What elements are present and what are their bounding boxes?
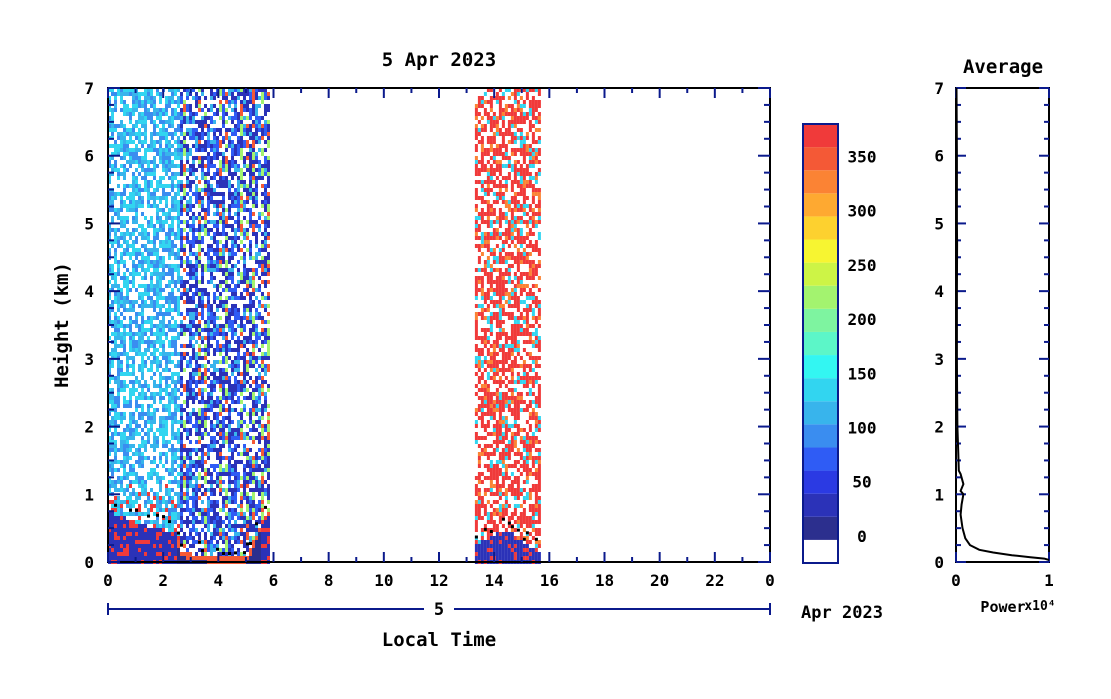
- avg-y-tick-label: 7: [934, 79, 944, 98]
- avg-y-tick-label: 1: [934, 485, 944, 504]
- y-axis-label: Height (km): [51, 262, 73, 388]
- colorbar-cell: [803, 470, 838, 494]
- colorbar-cell: [803, 516, 838, 540]
- average-axis-ticks: 0 1 2 3 4 5 6 7 0 1: [934, 79, 1053, 590]
- avg-y-tick-label: 6: [934, 147, 944, 166]
- colorbar-frame: [802, 123, 839, 564]
- avg-y-tick-label: 2: [934, 418, 944, 437]
- y-tick-label: 6: [84, 147, 94, 166]
- colorbar-cell: [803, 124, 838, 148]
- colorbar-tick-label: 350: [848, 148, 877, 167]
- avg-x-tick-label: 0: [951, 571, 961, 590]
- x-tick-label: 0: [103, 571, 113, 590]
- colorbar-cell: [803, 493, 838, 517]
- colorbar-tick-label: 300: [848, 202, 877, 221]
- colorbar-tick-label: 100: [848, 419, 877, 438]
- average-title: Average: [963, 56, 1043, 78]
- x-tick-label: 14: [485, 571, 504, 590]
- y-tick-label: 7: [84, 79, 94, 98]
- colorbar-cells: [803, 124, 838, 563]
- colorbar-cell: [803, 378, 838, 402]
- y-tick-label: 1: [84, 485, 94, 504]
- x-tick-label: 2: [158, 571, 168, 590]
- x-tick-label: 10: [374, 571, 393, 590]
- colorbar-tick-label: 50: [852, 473, 871, 492]
- colorbar-cell: [803, 308, 838, 332]
- y-tick-label: 2: [84, 418, 94, 437]
- colorbar-cell: [803, 285, 838, 309]
- average-x-label: Power: [980, 598, 1025, 616]
- x-tick-label: 18: [595, 571, 614, 590]
- avg-x-tick-label: 1: [1044, 571, 1054, 590]
- date-axis-day-label: 5: [434, 600, 444, 620]
- colorbar-tick-label: 250: [848, 256, 877, 275]
- avg-y-tick-label: 5: [934, 214, 944, 233]
- average-profile-line: [955, 87, 1050, 561]
- x-tick-label: 16: [540, 571, 559, 590]
- y-tick-label: 4: [84, 282, 94, 301]
- x-tick-label: 6: [269, 571, 279, 590]
- x-tick-label: 4: [214, 571, 224, 590]
- date-axis: 5 Apr 2023: [107, 600, 883, 623]
- average-plot-frame: [955, 87, 1050, 563]
- x-tick-label: 8: [324, 571, 334, 590]
- avg-y-tick-label: 4: [934, 282, 944, 301]
- main-heatmap-panel: 5 Apr 2023 0 2 4 6 8 10 12 14 16 18 20 22 001234567 …: [51, 49, 883, 651]
- y-tick-label: 5: [84, 214, 94, 233]
- avg-y-tick-label: 0: [934, 553, 944, 572]
- colorbar-tick-label: 200: [848, 310, 877, 329]
- y-tick-label: 0: [84, 553, 94, 572]
- colorbar-cell: [803, 216, 838, 240]
- colorbar-cell: [803, 355, 838, 379]
- colorbar-cell: [803, 239, 838, 263]
- average-x-multiplier: x10⁴: [1024, 599, 1055, 614]
- colorbar-tick-labels: 0 50 100 150 200 250 300 350: [848, 148, 877, 546]
- colorbar-cell: [803, 193, 838, 217]
- x-tick-label: 20: [650, 571, 669, 590]
- colorbar-cell: [803, 424, 838, 448]
- colorbar-cell: [803, 401, 838, 425]
- y-tick-label: 3: [84, 350, 94, 369]
- colorbar-cell: [803, 447, 838, 471]
- colorbar-cell: [803, 147, 838, 171]
- colorbar-tick-label: 0: [857, 527, 867, 546]
- x-axis-label: Local Time: [382, 629, 496, 651]
- colorbar-cell: [803, 262, 838, 286]
- colorbar-tick-label: 150: [848, 364, 877, 383]
- colorbar-cell: [803, 331, 838, 356]
- date-axis-month-label: Apr 2023: [801, 603, 883, 623]
- x-tick-label: 12: [429, 571, 448, 590]
- average-profile-panel: Average 0 1 2 3 4 5 6 7 0 1 Power x10⁴: [934, 56, 1055, 616]
- colorbar-cell: [803, 539, 838, 563]
- colorbar: 0 50 100 150 200 250 300 350: [802, 123, 877, 564]
- main-title: 5 Apr 2023: [382, 49, 496, 71]
- heatmap-cells: [108, 88, 541, 564]
- avg-y-tick-label: 3: [934, 350, 944, 369]
- x-tick-label: 22: [705, 571, 724, 590]
- x-tick-label: 0: [765, 571, 775, 590]
- colorbar-cell: [803, 170, 838, 194]
